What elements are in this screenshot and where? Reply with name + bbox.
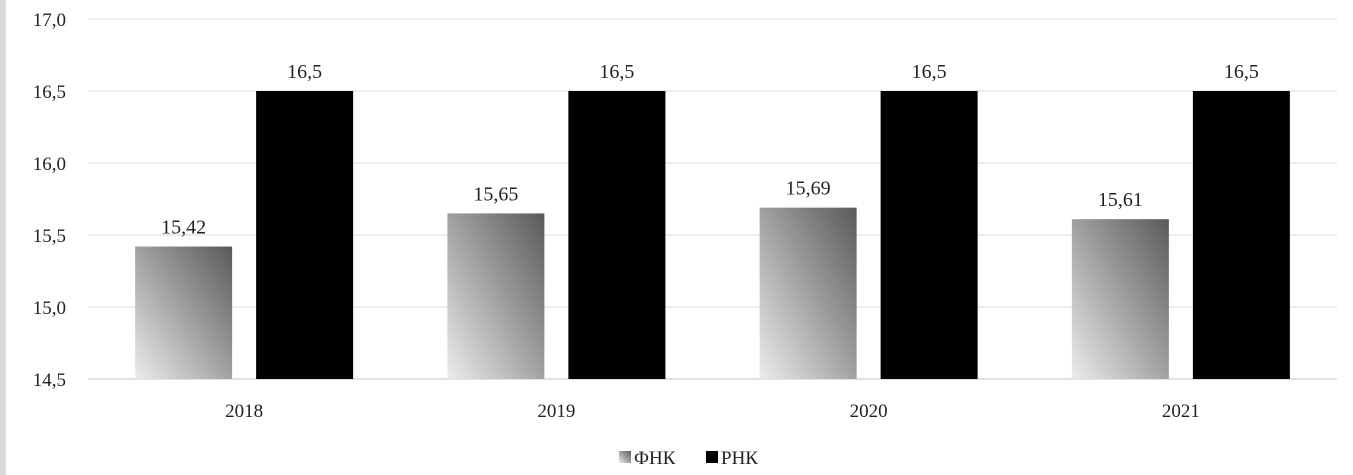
x-tick-label: 2020 [850, 401, 888, 422]
x-tick-label: 2019 [537, 401, 575, 422]
y-tick-label: 17,0 [33, 10, 66, 31]
legend-label: РНК [721, 448, 758, 469]
legend: ФНК РНК [619, 448, 758, 469]
y-tick-label: 16,5 [33, 82, 66, 103]
y-tick-label: 15,0 [33, 298, 66, 319]
bar-rnk [880, 91, 978, 379]
legend-swatch-rnk [706, 451, 718, 463]
data-label: 16,5 [912, 61, 947, 83]
bar-rnk [1192, 91, 1290, 379]
y-tick-label: 15,5 [33, 226, 66, 247]
bars [135, 91, 1290, 379]
y-axis-tick-labels: 14,5 15,0 15,5 16,0 16,5 17,0 [33, 10, 66, 391]
legend-label: ФНК [634, 448, 676, 469]
data-label: 16,5 [1224, 61, 1259, 83]
y-tick-label: 14,5 [33, 370, 66, 391]
x-tick-label: 2018 [225, 401, 263, 422]
data-label: 16,5 [599, 61, 634, 83]
data-label: 15,61 [1098, 189, 1143, 211]
bar-fnk [135, 246, 233, 379]
data-labels: 15,42 16,5 15,65 16,5 15,69 16,5 15,61 16,5 [161, 61, 1259, 239]
data-label: 15,69 [786, 178, 831, 200]
bar-fnk [759, 207, 857, 379]
bar-rnk [568, 91, 666, 379]
x-tick-label: 2021 [1162, 401, 1200, 422]
data-label: 16,5 [287, 61, 322, 83]
x-axis-tick-labels: 2018 2019 2020 2021 [225, 401, 1200, 422]
bar-rnk [256, 91, 354, 379]
data-label: 15,42 [161, 217, 206, 239]
legend-swatch-fnk [619, 451, 631, 463]
y-tick-label: 16,0 [33, 154, 66, 175]
left-frame-border [0, 0, 6, 475]
data-label: 15,65 [473, 183, 518, 205]
bar-fnk [1071, 219, 1169, 379]
bar-fnk [447, 213, 545, 379]
